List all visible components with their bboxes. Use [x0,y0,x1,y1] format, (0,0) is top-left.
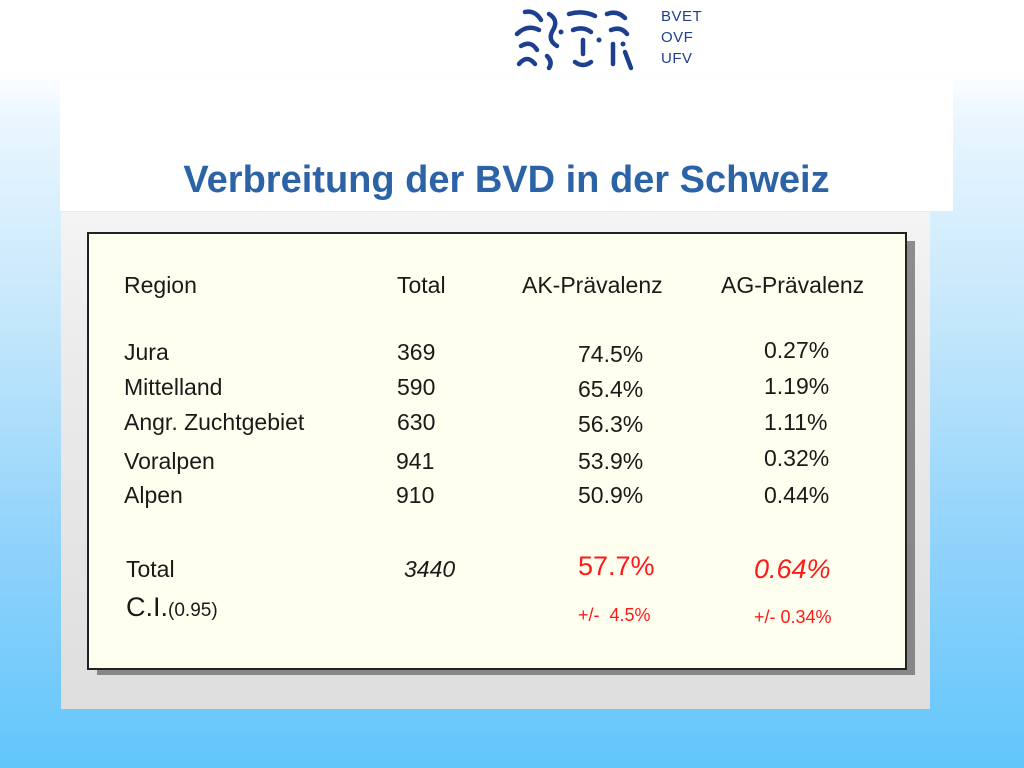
row-ak: 65.4% [578,376,644,402]
logo-line-ufv: UFV [661,50,693,67]
summary-label: Total [126,556,175,582]
row-region: Mittelland [124,374,223,400]
header-ak-praevalenz: AK-Prävalenz [522,272,663,298]
row-ag: 1.11% [764,409,828,435]
row-region: Angr. Zuchtgebiet [124,409,305,435]
row-ag: 0.27% [764,337,830,363]
row-ak: 53.9% [578,448,644,474]
summary-ag: 0.64% [754,554,831,584]
row-total: 630 [397,409,436,435]
header-ag-praevalenz: AG-Prävalenz [721,272,865,298]
row-total: 941 [396,448,435,474]
header-total: Total [397,272,446,298]
ci-label-main: C.I. [126,592,169,622]
ci-label-sub: (0.95) [168,600,218,621]
header-region: Region [124,272,197,298]
row-ag: 1.19% [764,373,830,399]
row-ag: 0.44% [764,482,830,508]
row-ak: 74.5% [578,341,644,367]
logo-text: BVET OVF UFV [661,6,702,69]
row-ag: 0.32% [764,445,830,471]
ci-ak: +/- 4.5% [578,605,651,625]
row-ak: 50.9% [578,482,644,508]
logo-line-bvet: BVET [661,8,703,25]
ci-ag: +/- 0.34% [754,607,832,627]
prevalence-table: Region Total AK-Prävalenz AG-Prävalenz J… [87,232,907,670]
row-total: 590 [397,374,436,400]
row-total: 369 [397,339,436,365]
bvet-logo-icon [514,9,634,71]
row-ak: 56.3% [578,411,644,437]
row-region: Voralpen [124,448,215,474]
logo-line-ovf: OVF [661,29,694,46]
row-region: Alpen [124,482,183,508]
summary-total: 3440 [404,556,456,582]
row-total: 910 [396,482,435,508]
ci-label: C.I.(0.95) [126,594,218,624]
row-region: Jura [124,339,169,365]
page-title: Verbreitung der BVD in der Schweiz [183,159,830,201]
title-panel: Verbreitung der BVD in der Schweiz [60,80,953,211]
summary-ak: 57.7% [578,551,655,581]
